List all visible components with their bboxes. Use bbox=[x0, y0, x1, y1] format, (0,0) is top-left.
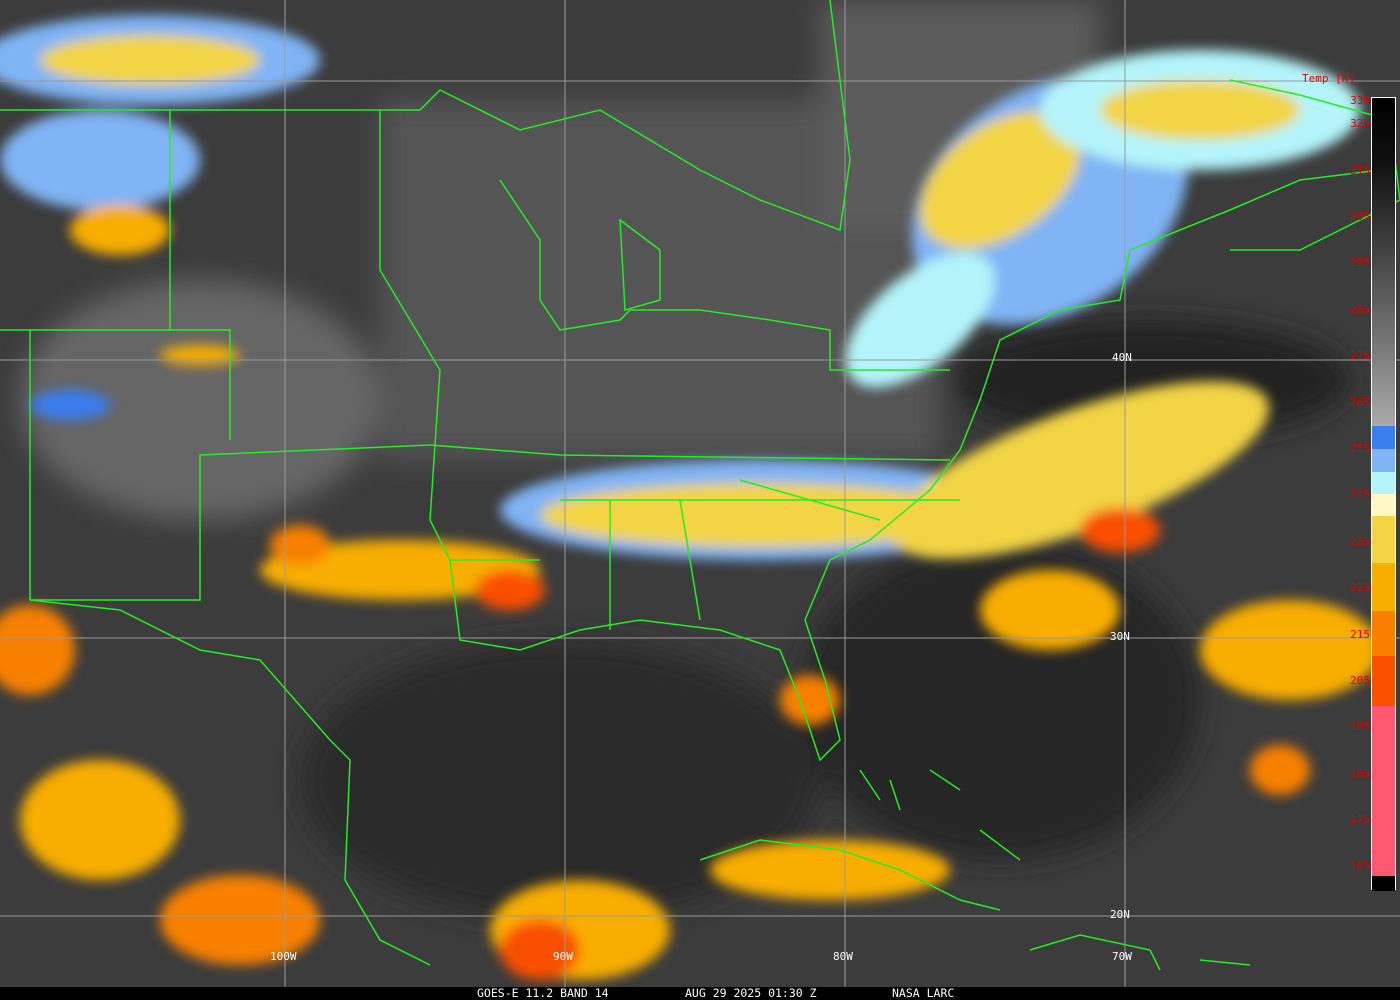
legend-tick-label: 265 bbox=[1350, 395, 1370, 409]
legend-tick-label: 255 bbox=[1350, 442, 1370, 455]
legend-tick-label: 215 bbox=[1350, 627, 1370, 641]
colorbar-segment bbox=[1372, 472, 1395, 494]
colorbar-gray-ramp bbox=[1372, 98, 1395, 426]
colorbar-segment bbox=[1372, 426, 1395, 449]
legend-tick-label: 325 bbox=[1350, 117, 1370, 131]
legend-tick-label: 315 bbox=[1350, 163, 1370, 177]
colorbar-segment bbox=[1372, 706, 1395, 876]
legend-tick-label: 225 bbox=[1350, 581, 1370, 595]
legend-tick-label: 305 bbox=[1350, 210, 1370, 223]
legend-tick-label: 330 bbox=[1350, 94, 1370, 107]
legend-tick-label: 205 bbox=[1350, 674, 1370, 687]
lat-label-30n: 30N bbox=[1110, 630, 1130, 643]
lat-label-20n: 20N bbox=[1110, 908, 1130, 921]
colorbar-segment bbox=[1372, 449, 1395, 472]
cloud-tops bbox=[0, 15, 1380, 980]
colorbar-segment bbox=[1372, 611, 1395, 656]
legend-tick-label: 185 bbox=[1350, 766, 1370, 780]
temperature-colorbar bbox=[1371, 97, 1396, 891]
legend-tick-label: 245 bbox=[1350, 488, 1370, 502]
legend-tick-label: 275 bbox=[1350, 349, 1370, 363]
lat-label-40n: 40N bbox=[1112, 351, 1132, 364]
caption-satellite-band: GOES-E 11.2 BAND 14 bbox=[477, 986, 609, 1000]
political-borders bbox=[0, 0, 1400, 971]
legend-tick-label: 235 bbox=[1350, 534, 1370, 548]
legend-title: Temp [K] bbox=[1302, 72, 1355, 85]
legend-tick-label: 195 bbox=[1350, 720, 1370, 734]
colorbar-segment bbox=[1372, 563, 1395, 611]
lon-label-100w: 100W bbox=[270, 950, 297, 963]
caption-source: NASA LARC bbox=[892, 986, 955, 1000]
lon-label-80w: 80W bbox=[833, 950, 853, 963]
lon-label-90w: 90W bbox=[553, 950, 573, 963]
legend-tick-label: 175 bbox=[1350, 813, 1370, 827]
caption-datetime: AUG 29 2025 01:30 Z bbox=[685, 986, 817, 1000]
legend-tick-label: 165 bbox=[1350, 859, 1370, 873]
legend-tick-label: 285 bbox=[1350, 302, 1370, 316]
colorbar-segment bbox=[1372, 876, 1395, 891]
lon-label-70w: 70W bbox=[1112, 950, 1132, 963]
image-caption-bar: GOES-E 11.2 BAND 14 AUG 29 2025 01:30 Z … bbox=[0, 987, 1400, 1000]
colorbar-segment bbox=[1372, 494, 1395, 516]
colorbar-segment bbox=[1372, 516, 1395, 563]
legend-tick-label: 295 bbox=[1350, 256, 1370, 270]
colorbar-segment bbox=[1372, 656, 1395, 706]
